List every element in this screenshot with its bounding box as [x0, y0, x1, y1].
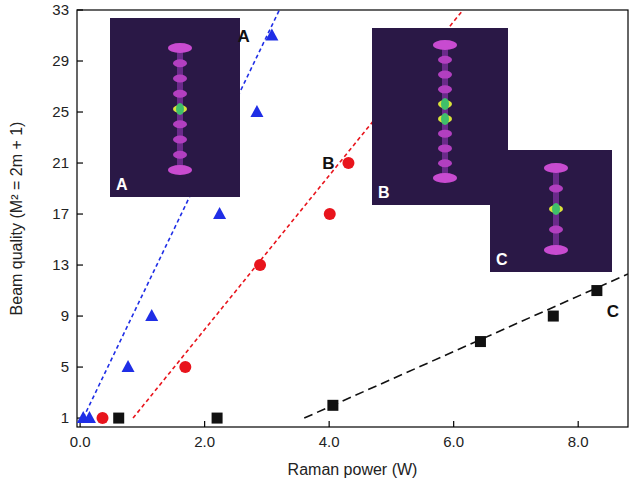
point: [591, 285, 602, 296]
x-tick-label: 0.0: [70, 433, 91, 450]
y-tick-label: 13: [52, 256, 69, 273]
inset-label: B: [378, 184, 390, 201]
inset-background: [490, 150, 612, 272]
inset-lobe: [438, 130, 452, 138]
data-points: [77, 29, 602, 425]
point: [122, 360, 135, 372]
series-label: B: [322, 154, 334, 173]
inset-background: [372, 28, 508, 205]
y-tick-label: 29: [52, 52, 69, 69]
inset-image: B: [372, 28, 508, 205]
chart: 1 5 9 13 17 21 25 29 33 0.0 2.0 4.0 6.0 8.0 Raman powe…: [0, 0, 634, 488]
inset-lobe: [168, 43, 192, 53]
y-tick-label: 9: [61, 307, 69, 324]
y-tick: [77, 366, 83, 367]
inset-core: [441, 98, 449, 110]
series-label: A: [238, 27, 250, 46]
x-tick: [329, 421, 330, 427]
point: [324, 208, 336, 220]
inset-image: C: [490, 150, 612, 272]
fit-line: [83, 10, 279, 418]
x-tick-label: 4.0: [319, 433, 340, 450]
inset-lobe: [173, 120, 187, 128]
inset-lobe: [173, 90, 187, 98]
inset-lobe: [544, 163, 568, 173]
inset-lobe: [438, 56, 452, 64]
y-tick-label: 5: [61, 358, 69, 375]
y-tick: [77, 9, 83, 10]
data-lines: [83, 10, 628, 418]
point: [179, 361, 191, 373]
y-tick: [77, 162, 83, 163]
point: [113, 413, 124, 424]
y-tick: [77, 213, 83, 214]
point: [342, 157, 354, 169]
point: [475, 336, 486, 347]
y-tick-label: 33: [52, 1, 69, 18]
y-tick-label: 17: [52, 205, 69, 222]
inset-lobe: [433, 40, 457, 50]
inset-lobe: [438, 71, 452, 79]
series-label: C: [607, 302, 619, 321]
x-tick: [578, 421, 579, 427]
inset-lobe: [173, 75, 187, 83]
inset-core: [176, 103, 184, 115]
y-tick: [77, 60, 83, 61]
inset-lobe: [544, 245, 568, 255]
point: [254, 259, 266, 271]
y-tick: [77, 264, 83, 265]
y-tick-label: 21: [52, 154, 69, 171]
point: [548, 311, 559, 322]
inset-lobe: [433, 173, 457, 183]
inset-image: A: [110, 18, 240, 197]
x-tick: [453, 421, 454, 427]
point: [97, 412, 109, 424]
inset-glow: [442, 45, 448, 178]
point: [327, 400, 338, 411]
y-axis-title: Beam quality (M² = 2m + 1): [8, 122, 25, 316]
inset-label: C: [496, 251, 508, 268]
y-tick-label: 25: [52, 103, 69, 120]
y-tick: [77, 111, 83, 112]
point: [213, 207, 226, 219]
fit-line: [304, 274, 628, 418]
inset-lobe: [438, 159, 452, 167]
point: [250, 105, 263, 117]
inset-lobe: [549, 185, 563, 193]
point: [265, 29, 278, 41]
y-tick-label: 1: [61, 409, 69, 426]
inset-core: [552, 203, 560, 215]
inset-lobe: [438, 85, 452, 93]
inset-lobe: [173, 59, 187, 67]
x-tick: [204, 421, 205, 427]
x-tick-label: 6.0: [443, 433, 464, 450]
y-tick: [77, 315, 83, 316]
inset-background: [110, 18, 240, 197]
x-tick-label: 2.0: [194, 433, 215, 450]
inset-lobe: [549, 226, 563, 234]
inset-lobe: [438, 144, 452, 152]
inset-lobe: [168, 165, 192, 175]
inset-lobe: [173, 136, 187, 144]
inset-core: [441, 113, 449, 125]
point: [145, 309, 158, 321]
inset-glow: [553, 168, 559, 250]
point: [83, 411, 96, 423]
plot-frame: [77, 10, 628, 427]
inset-label: A: [116, 176, 128, 193]
inset-lobe: [173, 151, 187, 159]
x-axis-title: Raman power (W): [288, 461, 418, 478]
x-tick-label: 8.0: [568, 433, 589, 450]
point: [212, 413, 223, 424]
